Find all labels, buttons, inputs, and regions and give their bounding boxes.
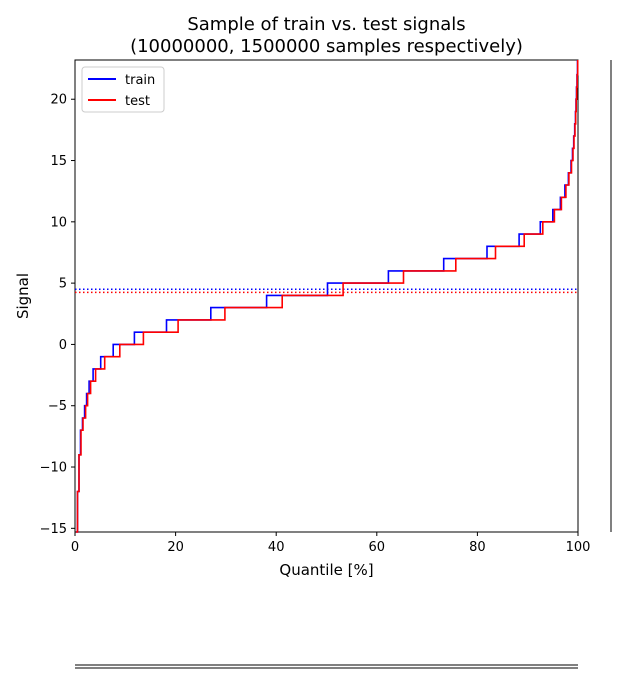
x-tick-label: 100 (566, 540, 591, 555)
y-tick-label: 15 (50, 154, 67, 169)
legend-label-test: test (125, 94, 150, 109)
x-tick-label: 60 (369, 540, 386, 555)
x-tick-label: 20 (167, 540, 184, 555)
x-tick-label: 0 (71, 540, 79, 555)
chart-subtitle: (10000000, 1500000 samples respectively) (130, 36, 523, 57)
y-tick-label: −10 (40, 461, 67, 476)
y-axis-ticks: −15 −10 −5 0 5 10 15 20 (40, 93, 75, 537)
y-tick-label: −15 (40, 522, 67, 537)
legend-label-train: train (125, 73, 155, 88)
series-line-test (76, 60, 579, 533)
y-tick-label: 10 (50, 215, 67, 230)
legend: train test (81, 66, 165, 113)
y-tick-label: 5 (59, 277, 67, 292)
y-tick-label: 20 (50, 93, 67, 108)
x-axis-ticks: 0 20 40 60 80 100 (71, 532, 591, 555)
y-tick-label: −5 (48, 399, 67, 414)
y-axis-label: Signal (14, 273, 32, 319)
series-lines (76, 60, 579, 533)
y-tick-label: 0 (59, 338, 67, 353)
x-axis-label: Quantile [%] (279, 561, 373, 579)
plot-area (74, 59, 579, 533)
chart-title: Sample of train vs. test signals (187, 14, 465, 35)
x-tick-label: 40 (268, 540, 285, 555)
x-tick-label: 80 (469, 540, 486, 555)
